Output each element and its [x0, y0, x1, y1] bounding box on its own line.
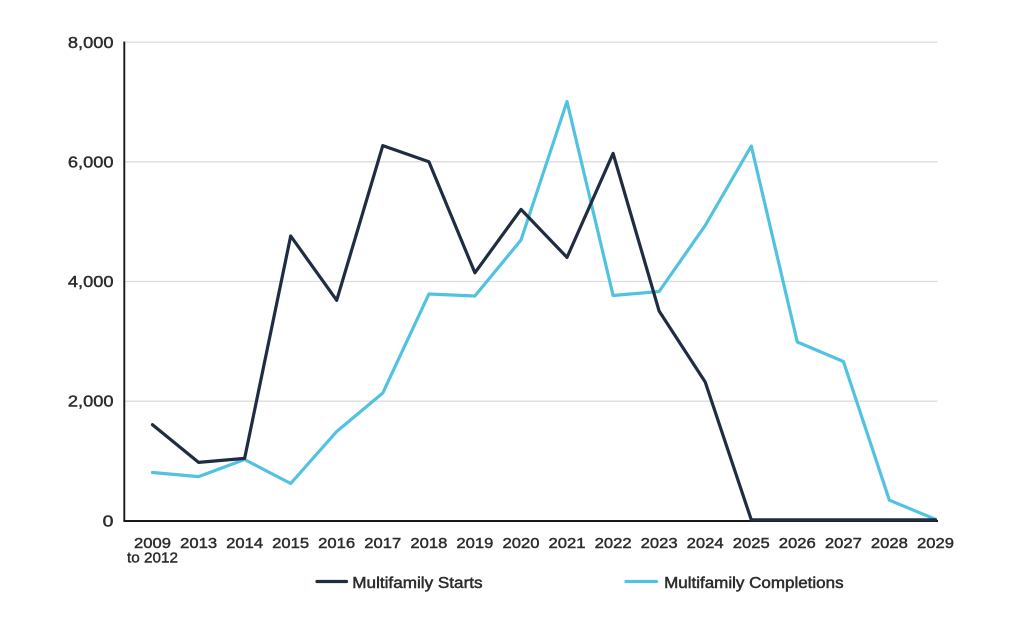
svg-text:2020: 2020 [503, 535, 540, 552]
svg-text:2024: 2024 [687, 535, 724, 552]
svg-text:2029: 2029 [917, 535, 954, 552]
svg-text:2022: 2022 [595, 535, 632, 552]
svg-text:8,000: 8,000 [68, 35, 114, 52]
svg-text:2019: 2019 [456, 535, 493, 552]
svg-text:2028: 2028 [871, 535, 908, 552]
svg-text:2015: 2015 [272, 535, 309, 552]
svg-text:2018: 2018 [410, 535, 447, 552]
svg-text:Multifamily Starts: Multifamily Starts [352, 575, 483, 592]
svg-text:2027: 2027 [825, 535, 862, 552]
svg-text:2021: 2021 [549, 535, 586, 552]
svg-text:2014: 2014 [226, 535, 263, 552]
svg-text:2023: 2023 [641, 535, 678, 552]
svg-text:4,000: 4,000 [68, 274, 114, 291]
svg-text:to 2012: to 2012 [127, 550, 178, 567]
svg-text:2026: 2026 [779, 535, 816, 552]
svg-text:Multifamily Completions: Multifamily Completions [664, 575, 844, 592]
svg-text:2016: 2016 [318, 535, 355, 552]
svg-text:2017: 2017 [364, 535, 401, 552]
svg-text:0: 0 [103, 513, 114, 530]
svg-text:2025: 2025 [733, 535, 770, 552]
svg-text:2009: 2009 [134, 535, 171, 552]
svg-text:2,000: 2,000 [68, 394, 114, 411]
svg-text:2013: 2013 [180, 535, 217, 552]
svg-text:6,000: 6,000 [68, 155, 114, 172]
